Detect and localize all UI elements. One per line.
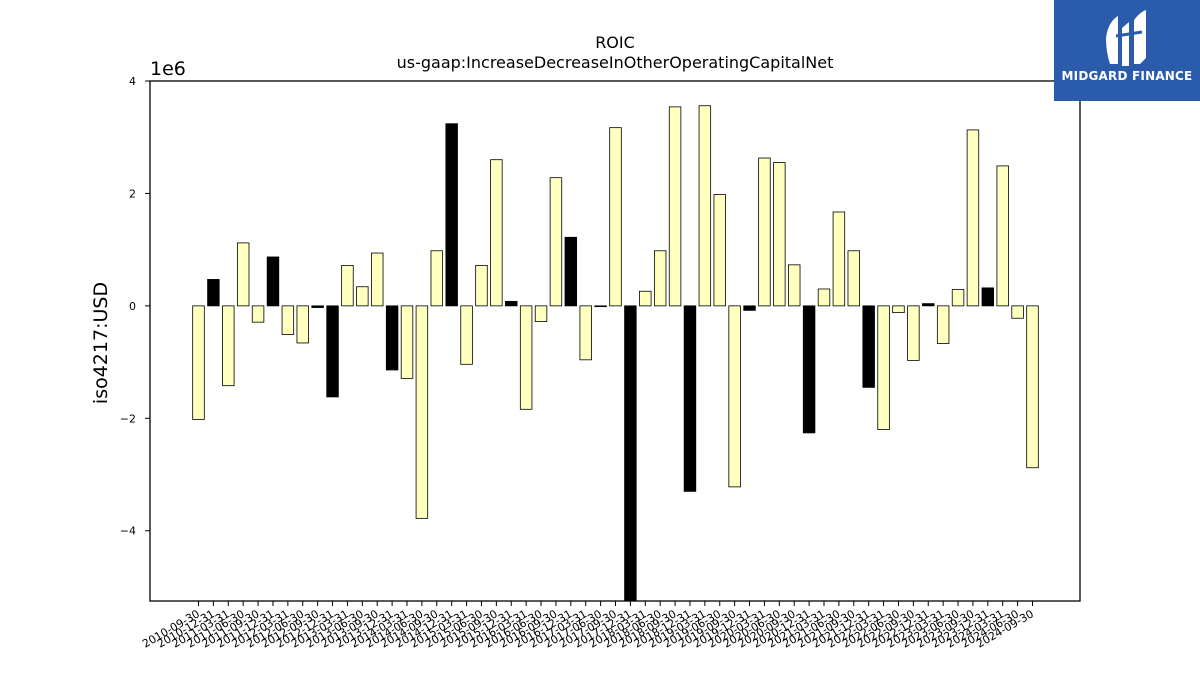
- bar-2015-12-31: [505, 300, 518, 307]
- plot-frame: [149, 80, 1081, 602]
- bar-2021-09-30: [847, 250, 860, 307]
- bar-2012-09-30: [311, 305, 324, 308]
- y-tick-label: 4: [129, 75, 136, 88]
- bar-2024-06-30: [1011, 305, 1024, 319]
- bar-2018-03-31: [639, 290, 652, 307]
- bar-2019-06-30: [713, 194, 726, 307]
- bar-2016-12-31: [564, 236, 578, 307]
- midgard-logo-icon: [1106, 10, 1146, 66]
- bar-2015-09-30: [490, 159, 503, 307]
- bar-2022-09-30: [907, 305, 920, 361]
- bar-2021-03-31: [817, 288, 831, 307]
- bar-2020-09-30: [788, 264, 801, 307]
- brand-name: MIDGARD FINANCE: [1061, 69, 1193, 83]
- y-axis-label: iso4217:USD: [90, 282, 112, 404]
- bar-2014-06-30: [415, 305, 429, 519]
- bar-2020-12-31: [802, 305, 816, 434]
- bar-2012-06-30: [296, 305, 309, 344]
- bar-2019-12-31: [743, 305, 756, 311]
- bar-2010-12-31: [207, 279, 220, 307]
- bar-2020-06-30: [773, 162, 786, 307]
- brand-logo: MIDGARD FINANCE: [1054, 0, 1200, 101]
- bars-layer: [192, 105, 1039, 602]
- bar-2013-03-31: [341, 264, 354, 307]
- y-tick-label: 0: [129, 300, 136, 313]
- bar-2017-12-31: [624, 305, 637, 602]
- bar-2016-03-31: [519, 305, 533, 410]
- chart-subtitle: us-gaap:IncreaseDecreaseInOtherOperating…: [397, 53, 834, 72]
- bar-2024-09-30: [1026, 305, 1039, 469]
- bar-2015-03-31: [460, 305, 473, 365]
- bar-2013-12-31: [385, 305, 399, 371]
- bar-2023-09-30: [966, 129, 980, 307]
- bar-2023-03-31: [936, 305, 950, 344]
- bar-2024-03-31: [996, 165, 1009, 307]
- bar-2020-03-31: [758, 157, 771, 307]
- bar-2017-03-31: [579, 305, 592, 361]
- bar-2014-03-31: [400, 305, 414, 379]
- bar-2011-09-30: [251, 305, 265, 323]
- bar-2011-06-30: [236, 242, 250, 307]
- y-tick-label: −4: [120, 525, 136, 538]
- bar-2021-12-31: [862, 305, 875, 388]
- bar-2015-06-30: [475, 264, 488, 307]
- bar-2018-06-30: [653, 250, 667, 307]
- y-offset-label: 1e6: [150, 58, 186, 80]
- bar-2013-09-30: [371, 252, 384, 307]
- bar-2018-09-30: [668, 106, 682, 307]
- bar-2016-09-30: [549, 177, 563, 307]
- bar-2012-12-31: [326, 305, 339, 398]
- bar-2022-12-31: [922, 303, 935, 307]
- y-tick-label: 2: [129, 187, 136, 200]
- x-ticks: 2010-09-302010-12-312011-03-312011-06-30…: [140, 601, 1036, 651]
- bar-2017-06-30: [594, 305, 607, 308]
- bar-2023-12-31: [981, 287, 995, 307]
- bar-2010-09-30: [192, 305, 205, 420]
- bar-2022-03-31: [877, 305, 890, 430]
- chart-title: ROIC: [595, 33, 635, 52]
- bar-2019-09-30: [728, 305, 741, 488]
- bar-2016-06-30: [534, 305, 548, 322]
- bar-2017-09-30: [609, 127, 622, 307]
- bar-2014-09-30: [430, 250, 444, 307]
- y-ticks: −4 −2 0 2 4: [120, 75, 150, 538]
- bar-2011-03-31: [222, 305, 235, 387]
- bar-2022-06-30: [892, 305, 905, 314]
- bar-2012-03-31: [281, 305, 295, 335]
- bar-2013-06-30: [356, 286, 369, 307]
- bar-2023-06-30: [951, 289, 965, 307]
- bar-2014-12-31: [445, 123, 458, 307]
- y-tick-label: −2: [120, 412, 136, 425]
- bar-2021-06-30: [832, 211, 846, 307]
- bar-2018-12-31: [683, 305, 697, 492]
- bar-2019-03-31: [698, 105, 712, 307]
- bar-2011-12-31: [266, 256, 280, 307]
